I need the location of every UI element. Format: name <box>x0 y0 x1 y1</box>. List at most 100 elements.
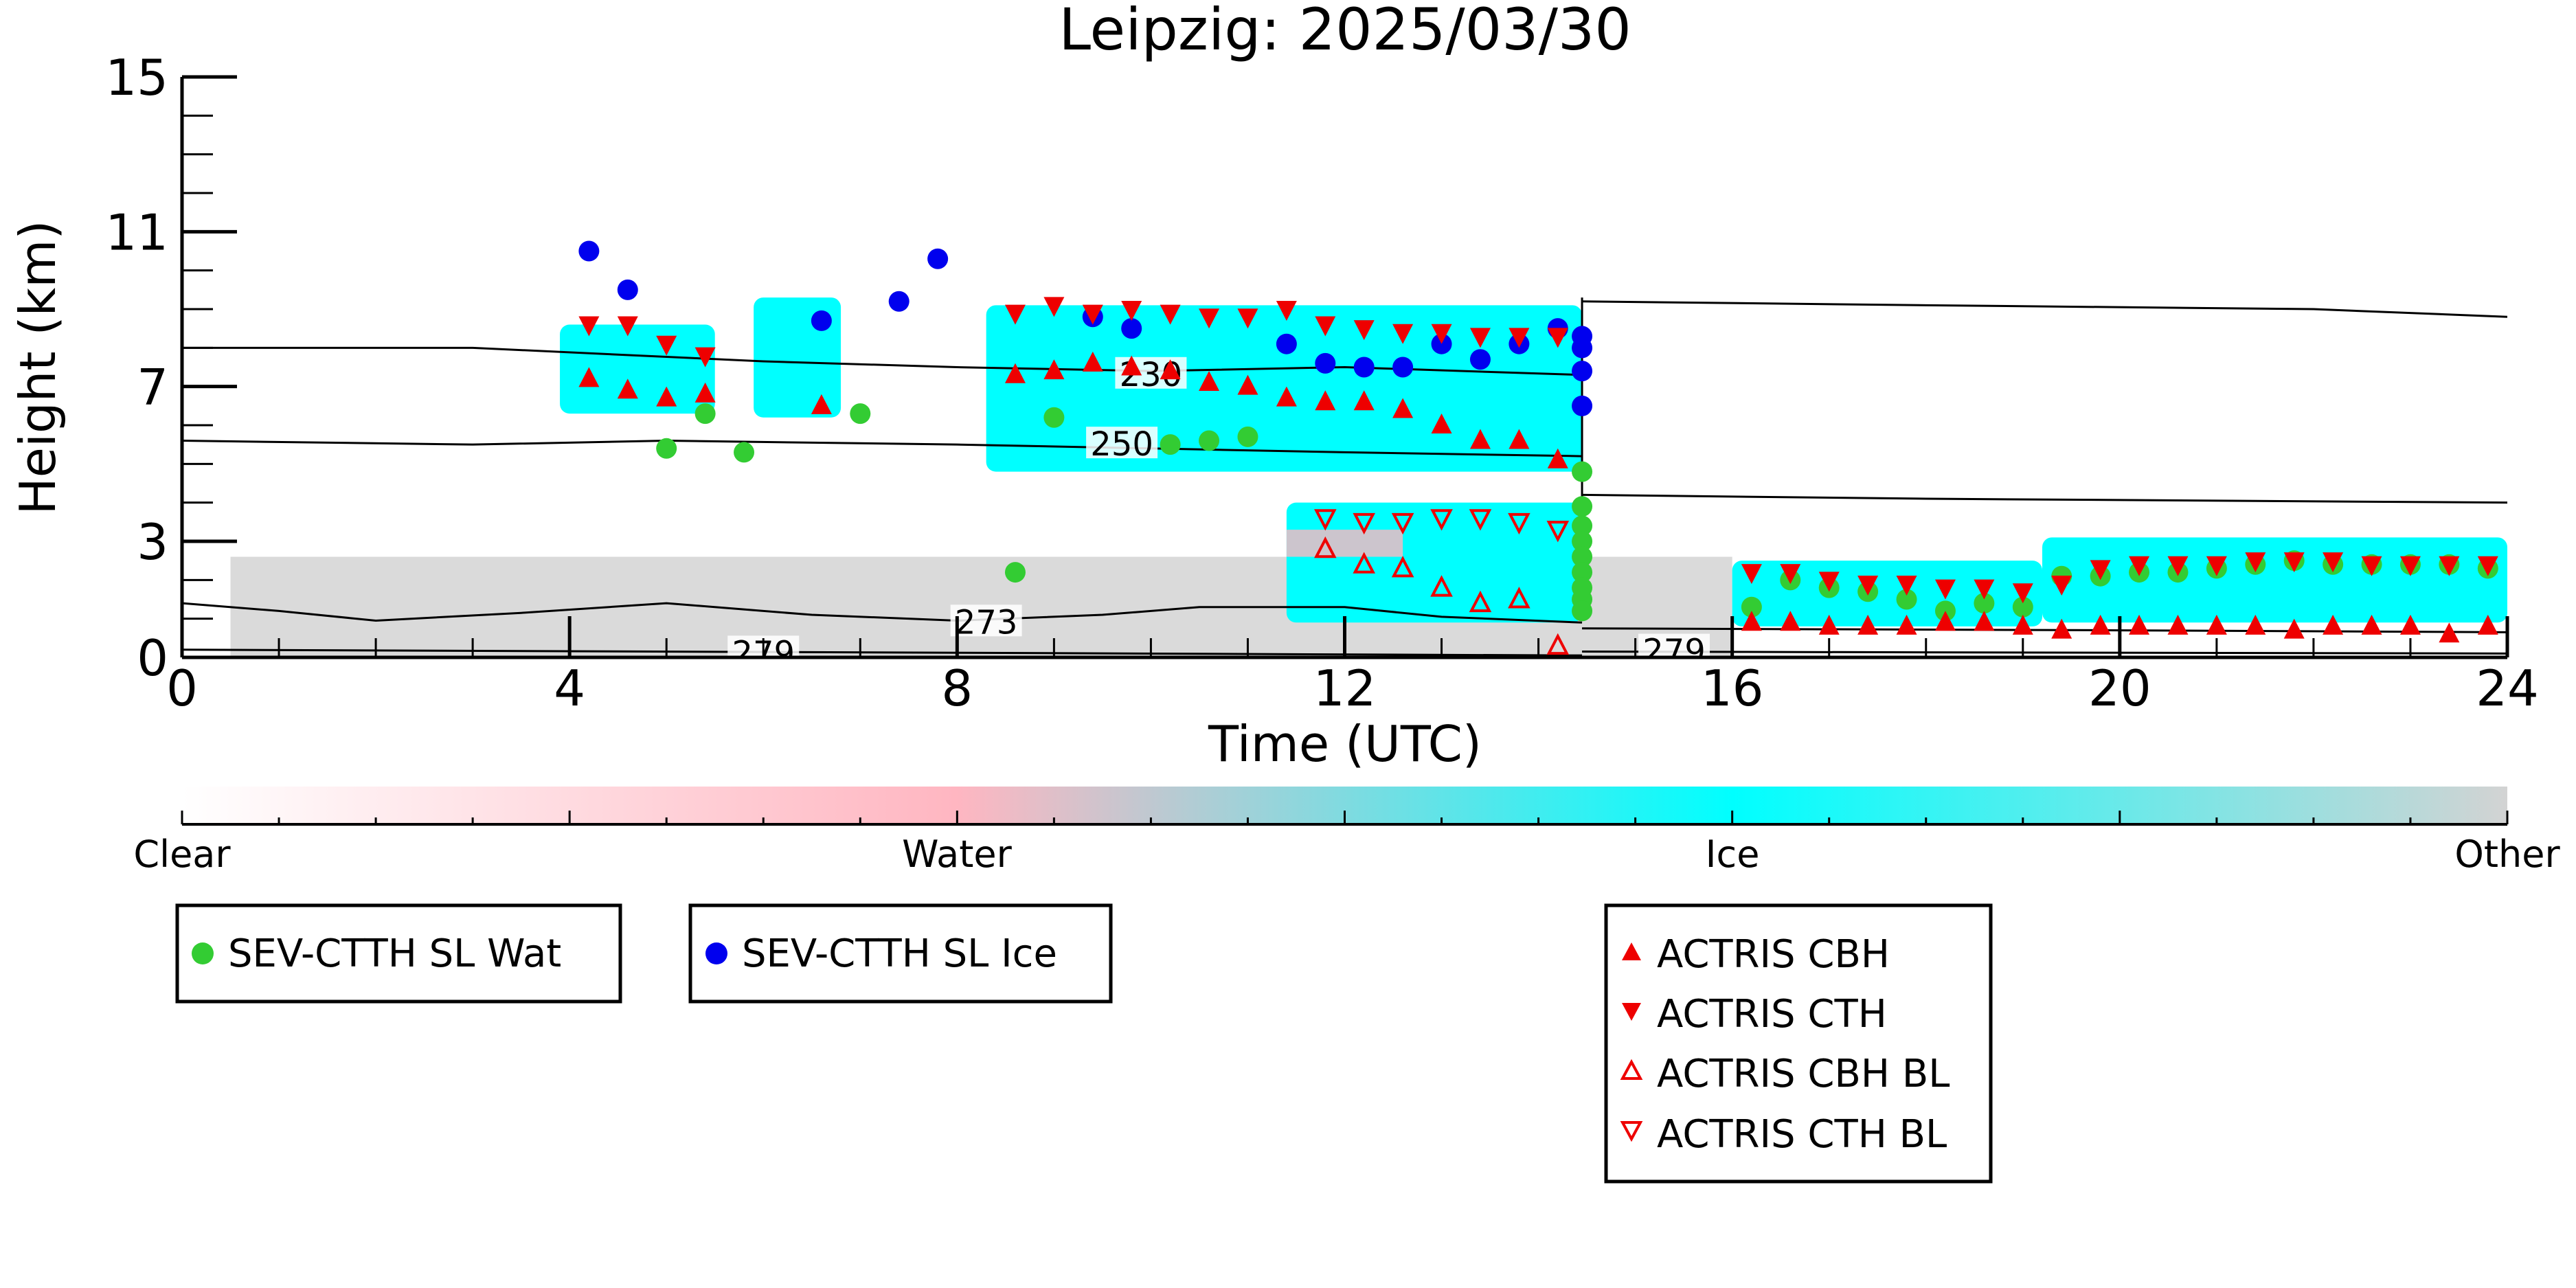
actris-cth-point <box>1392 324 1414 344</box>
y-tick-label: 0 <box>137 629 168 687</box>
legend-marker-sev-wat <box>192 942 214 964</box>
x-tick-label: 12 <box>1313 659 1377 717</box>
sev-ctth-sl-wat-point <box>1004 562 1026 583</box>
actris-cbh-point <box>1469 429 1491 449</box>
sev-ctth-sl-wat-point <box>734 442 755 463</box>
actris-cth-point <box>2439 556 2460 576</box>
sev-ctth-sl-wat-point <box>1974 593 1995 614</box>
actris-cbh-point <box>1780 611 1801 631</box>
legend-label-sev-ice: SEV-CTTH SL Ice <box>742 931 1057 976</box>
actris-cbh-bl-point <box>1430 575 1453 597</box>
sev-ctth-sl-ice-point <box>1572 337 1593 359</box>
contour-line <box>182 346 1583 376</box>
actris-cbh-point <box>2361 614 2382 635</box>
sev-ctth-sl-wat-point <box>1572 515 1593 536</box>
actris-cth-point <box>1818 572 1840 592</box>
legend-label-cbh-bl: ACTRIS CBH BL <box>1657 1052 1950 1096</box>
sev-ctth-sl-wat-point <box>1572 562 1593 583</box>
legend-label-sev-wat: SEV-CTTH SL Wat <box>228 931 561 976</box>
data-markers <box>578 240 2498 655</box>
sev-ctth-sl-wat-point <box>1741 596 1762 618</box>
actris-cth-point <box>2477 556 2498 576</box>
sev-ctth-sl-wat-point <box>1896 589 1917 610</box>
legend-label-cbh: ACTRIS CBH <box>1657 932 1890 977</box>
sev-ctth-sl-wat-point <box>1160 434 1181 455</box>
x-tick-label: 24 <box>2476 659 2539 717</box>
x-tick-label: 8 <box>941 659 973 717</box>
actris-cth-point <box>1780 564 1801 585</box>
actris-cbh-point <box>2051 618 2072 639</box>
sev-ctth-sl-ice-point <box>888 291 909 312</box>
sev-ctth-sl-wat-point <box>1237 426 1258 447</box>
actris-cbh-bl-point <box>1469 590 1492 613</box>
actris-cbh-point <box>1121 355 1142 376</box>
actris-cth-point <box>1237 308 1258 329</box>
actris-cth-bl-point <box>1546 521 1570 543</box>
actris-cbh-point <box>2012 614 2033 635</box>
actris-cth-point <box>2323 552 2344 573</box>
actris-cth-bl-point <box>1313 509 1337 531</box>
actris-cth-point <box>578 316 600 337</box>
legend-label-cth: ACTRIS CTH <box>1657 992 1887 1037</box>
actris-cth-point <box>2206 556 2227 576</box>
y-tick-label: 11 <box>105 203 168 261</box>
ice-region <box>2042 537 2507 623</box>
sev-ctth-sl-ice-point <box>1572 361 1593 382</box>
colorbar-label-other: Other <box>2454 833 2560 876</box>
legend-sev-wat: SEV-CTTH SL Wat <box>175 903 622 1004</box>
y-tick-label: 15 <box>105 49 168 106</box>
actris-cbh-point <box>2245 614 2266 635</box>
actris-cth-point <box>1741 564 1762 585</box>
legend-marker-cth <box>1622 1003 1641 1021</box>
legend-sev-ice: SEV-CTTH SL Ice <box>688 903 1113 1004</box>
actris-cth-point <box>2090 560 2111 580</box>
actris-cth-point <box>1082 304 1103 325</box>
contour-label: 273 <box>955 603 1018 642</box>
sev-ctth-sl-wat-point <box>1572 496 1593 517</box>
actris-cbh-point <box>694 382 716 403</box>
actris-cth-point <box>1857 575 1879 596</box>
actris-cbh-point <box>1547 448 1568 468</box>
legend-label-cth-bl: ACTRIS CTH BL <box>1657 1112 1947 1157</box>
actris-cbh-point <box>1237 374 1258 395</box>
actris-cbh-point <box>656 386 677 407</box>
sev-ctth-sl-wat-point <box>1572 461 1593 482</box>
actris-cbh-point <box>2090 614 2111 635</box>
actris-cbh-point <box>1353 390 1375 411</box>
contour-line <box>182 602 1583 624</box>
actris-cth-point <box>1121 301 1142 321</box>
actris-cth-point <box>1974 579 1995 600</box>
actris-cbh-point <box>2283 618 2305 639</box>
x-tick-label: 0 <box>166 659 198 717</box>
actris-cbh-point <box>1315 390 1336 411</box>
actris-cth-point <box>2012 583 2033 604</box>
actris-cth-bl-point <box>1508 512 1530 535</box>
sev-ctth-sl-ice-point <box>927 248 949 269</box>
sev-ctth-sl-ice-point <box>1469 349 1491 370</box>
actris-cbh-point <box>1818 614 1840 635</box>
sev-ctth-sl-ice-point <box>811 310 832 331</box>
actris-cth-bl-point <box>1353 512 1376 535</box>
colorbar-label-water: Water <box>902 833 1012 876</box>
actris-cth-point <box>2399 556 2421 576</box>
actris-cbh-bl-point <box>1313 536 1337 558</box>
actris-cbh-point <box>1392 398 1414 418</box>
actris-cbh-point <box>1974 611 1995 631</box>
actris-cbh-bl-point <box>1508 587 1530 609</box>
sev-ctth-sl-wat-point <box>694 403 716 425</box>
x-tick-label: 16 <box>1701 659 1764 717</box>
legend-marker-cbh <box>1622 942 1641 960</box>
actris-cth-point <box>2283 552 2305 573</box>
actris-cth-bl-point <box>1469 509 1492 531</box>
legend-marker-sev-ice <box>705 942 727 964</box>
sev-ctth-sl-ice-point <box>1276 333 1297 354</box>
contour-label: 279 <box>1642 633 1706 671</box>
water-region <box>1286 530 1403 557</box>
actris-cth-point <box>694 347 716 368</box>
sev-ctth-sl-ice-point <box>1121 318 1142 339</box>
sev-ctth-sl-wat-point <box>656 438 677 459</box>
sev-ctth-sl-wat-point <box>1572 600 1593 622</box>
contour-line <box>1582 493 2507 504</box>
sev-ctth-sl-ice-point <box>1392 357 1414 378</box>
